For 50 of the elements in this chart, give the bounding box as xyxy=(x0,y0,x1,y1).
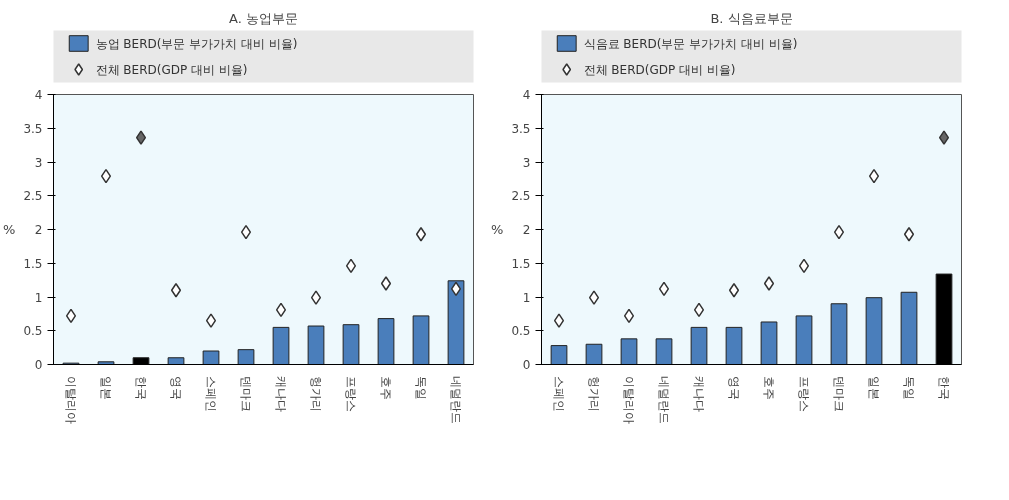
x-tick-label: 헝가리 xyxy=(587,375,601,412)
y-tick-label: 2.5 xyxy=(511,189,531,204)
y-tick-label: 0.5 xyxy=(511,324,531,339)
x-tick-label: 호주 xyxy=(379,375,393,400)
x-tick-label: 헝가리 xyxy=(309,375,323,412)
y-tick-label: 3.5 xyxy=(23,121,43,136)
chart-title: B. 식음료부문 xyxy=(710,10,793,26)
y-tick-label: 0 xyxy=(34,358,43,372)
y-tick-label: 1.5 xyxy=(23,256,43,271)
y-tick-label: 4 xyxy=(522,88,531,102)
x-tick-label: 독일 xyxy=(414,375,428,400)
x-tick-label: 독일 xyxy=(902,375,916,400)
x-tick-label: 영국 xyxy=(727,375,741,400)
y-tick-label: 1.5 xyxy=(511,256,531,271)
y-tick-label: 3 xyxy=(522,155,531,170)
x-tick-label: 스페인 xyxy=(552,375,566,412)
y-tick-label: 2 xyxy=(34,223,43,237)
x-tick-label: 덴마크 xyxy=(832,375,846,412)
y-tick-label: 2.5 xyxy=(23,189,43,204)
x-tick-label: 네덜란드 xyxy=(449,375,463,424)
x-tick-label: 네덜란드 xyxy=(657,375,671,424)
legend-label: 전체 BERD(GDP 대비 비율) xyxy=(95,62,248,77)
y-tick-label: 1 xyxy=(522,290,531,305)
x-tick-label: 덴마크 xyxy=(239,375,253,412)
y-tick-label: 3 xyxy=(34,155,43,170)
y-tick-label: 0.5 xyxy=(23,324,43,339)
legend-label: 농업 BERD(부문 부가가치 대비 비율) xyxy=(95,36,298,51)
legend-label: 전체 BERD(GDP 대비 비율) xyxy=(583,62,736,77)
x-tick-label: 일본 xyxy=(867,375,881,400)
x-tick-label: 캐나다 xyxy=(692,375,706,412)
y-tick-label: 3.5 xyxy=(511,121,531,136)
y-tick-label: 2 xyxy=(522,223,531,237)
legend-label: 식음료 BERD(부문 부가가치 대비 비율) xyxy=(583,36,798,51)
y-axis-title: % xyxy=(3,222,16,237)
y-tick-label: 4 xyxy=(34,88,43,102)
y-tick-label: 1 xyxy=(34,290,43,305)
x-tick-label: 호주 xyxy=(762,375,776,400)
x-tick-label: 한국 xyxy=(134,375,148,400)
y-axis-title: % xyxy=(491,222,504,237)
x-tick-label: 캐나다 xyxy=(274,375,288,412)
x-tick-label: 프랑스 xyxy=(344,375,358,412)
x-tick-label: 프랑스 xyxy=(797,375,811,412)
x-tick-label: 일본 xyxy=(99,375,113,400)
x-tick-label: 이탈리아 xyxy=(622,375,636,424)
x-tick-label: 영국 xyxy=(169,375,183,400)
x-tick-label: 이탈리아 xyxy=(64,375,78,424)
chart-title: A. 농업부문 xyxy=(229,10,298,26)
y-tick-label: 0 xyxy=(522,358,531,372)
x-tick-label: 스페인 xyxy=(204,375,218,412)
x-tick-label: 한국 xyxy=(937,375,951,400)
